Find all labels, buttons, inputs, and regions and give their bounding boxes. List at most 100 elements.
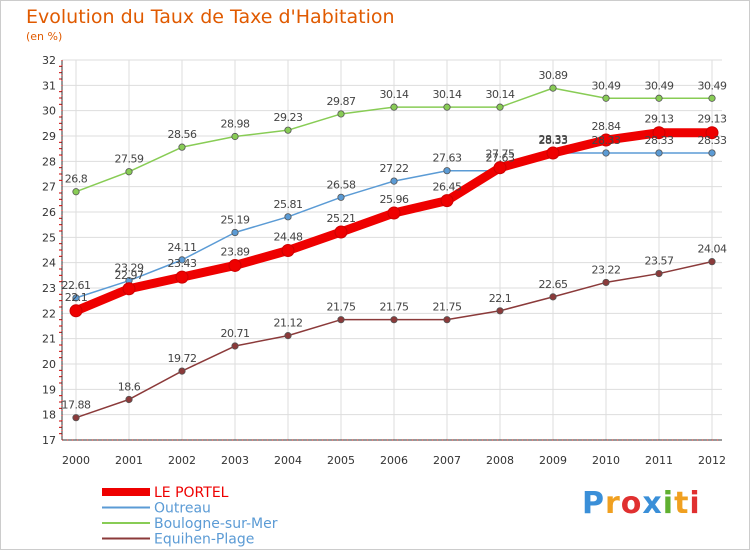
x-tick-label: 2003 [221,454,249,467]
data-label: 25.96 [380,193,409,206]
data-label: 28.98 [221,118,250,131]
data-label: 28.33 [539,133,568,146]
data-point [493,161,507,175]
data-label: 21.75 [433,301,462,314]
x-tick-label: 2011 [645,454,673,467]
y-tick-label: 20 [42,358,56,371]
legend-label: Equihen-Plage [154,532,254,548]
data-point [652,126,666,140]
data-point [496,103,504,111]
y-tick-label: 17 [42,434,56,447]
data-label: 17.88 [62,399,91,412]
data-point [72,294,80,302]
data-point [284,332,292,340]
logo-letter: t [674,486,690,521]
y-tick-label: 25 [42,231,56,244]
data-point [708,258,716,266]
y-tick-label: 31 [42,79,56,92]
data-point [337,193,345,201]
data-label: 30.89 [539,69,568,82]
data-label: 28.56 [168,128,197,141]
data-label: 29.13 [645,113,674,126]
data-label: 25.81 [274,198,303,211]
data-point [443,316,451,324]
data-point [284,126,292,134]
data-label: 28.33 [539,134,568,147]
chart-title: Evolution du Taux de Taxe d'Habitation [26,6,395,28]
x-tick-label: 2000 [62,454,90,467]
x-tick-label: 2004 [274,454,302,467]
data-label: 26.45 [433,181,462,194]
data-label: 22.65 [539,278,568,291]
y-tick-label: 18 [42,409,56,422]
y-tick-label: 22 [42,307,56,320]
y-tick-label: 19 [42,383,56,396]
logo-letter: i [689,486,701,521]
data-point [72,414,80,422]
data-label: 26.8 [65,173,88,186]
data-label: 23.89 [221,245,250,258]
data-label: 21.75 [380,301,409,314]
data-label: 29.23 [274,111,303,124]
data-point [443,103,451,111]
data-point [602,278,610,287]
data-point [178,256,186,264]
data-label: 22.1 [489,292,512,305]
data-label: 24.04 [698,243,727,256]
data-point [175,270,189,284]
data-label: 27.63 [486,152,515,165]
data-label: 30.14 [486,88,515,101]
data-point [708,94,716,102]
data-label: 28.84 [592,120,621,133]
x-tick-label: 2002 [168,454,196,467]
x-tick-label: 2008 [486,454,514,467]
data-label: 30.49 [698,79,727,92]
y-tick-label: 29 [42,130,56,143]
data-point [705,126,719,140]
y-tick-label: 28 [42,155,56,168]
data-point [708,149,716,157]
y-tick-label: 30 [42,105,56,118]
data-label: 30.49 [592,79,621,92]
data-label: 23.43 [168,257,197,270]
y-tick-label: 27 [42,181,56,194]
data-point [387,206,401,220]
data-point [122,282,136,296]
data-point [390,103,398,111]
y-tick-label: 24 [42,257,56,270]
data-point [602,94,610,102]
data-point [72,188,80,196]
data-point [390,316,398,324]
data-label: 24.48 [274,231,303,244]
data-label: 27.63 [433,152,462,165]
data-point [443,167,451,175]
data-label: 22.61 [62,279,91,292]
y-tick-label: 26 [42,206,56,219]
logo-letter: r [605,486,621,521]
data-label: 25.19 [221,214,250,227]
data-point [655,149,663,157]
data-point [231,132,239,141]
data-label: 22.97 [115,269,144,282]
data-point [228,258,242,272]
x-tick-label: 2007 [433,454,461,467]
logo-letter: o [620,486,643,521]
data-point [549,84,557,92]
data-point [602,149,610,157]
data-label: 19.72 [168,352,197,365]
data-point [496,307,504,315]
data-point [69,304,83,318]
data-point [125,168,133,176]
x-tick-label: 2001 [115,454,143,467]
chart-unit: (en %) [26,30,63,43]
data-label: 26.58 [327,178,356,191]
data-point [655,94,663,102]
data-label: 29.87 [327,95,356,108]
data-label: 27.59 [115,153,144,166]
data-point [599,133,613,147]
data-point [231,228,239,237]
logo-letter: x [642,486,663,521]
data-point [284,213,292,221]
data-point [440,194,454,208]
data-label: 29.13 [698,113,727,126]
